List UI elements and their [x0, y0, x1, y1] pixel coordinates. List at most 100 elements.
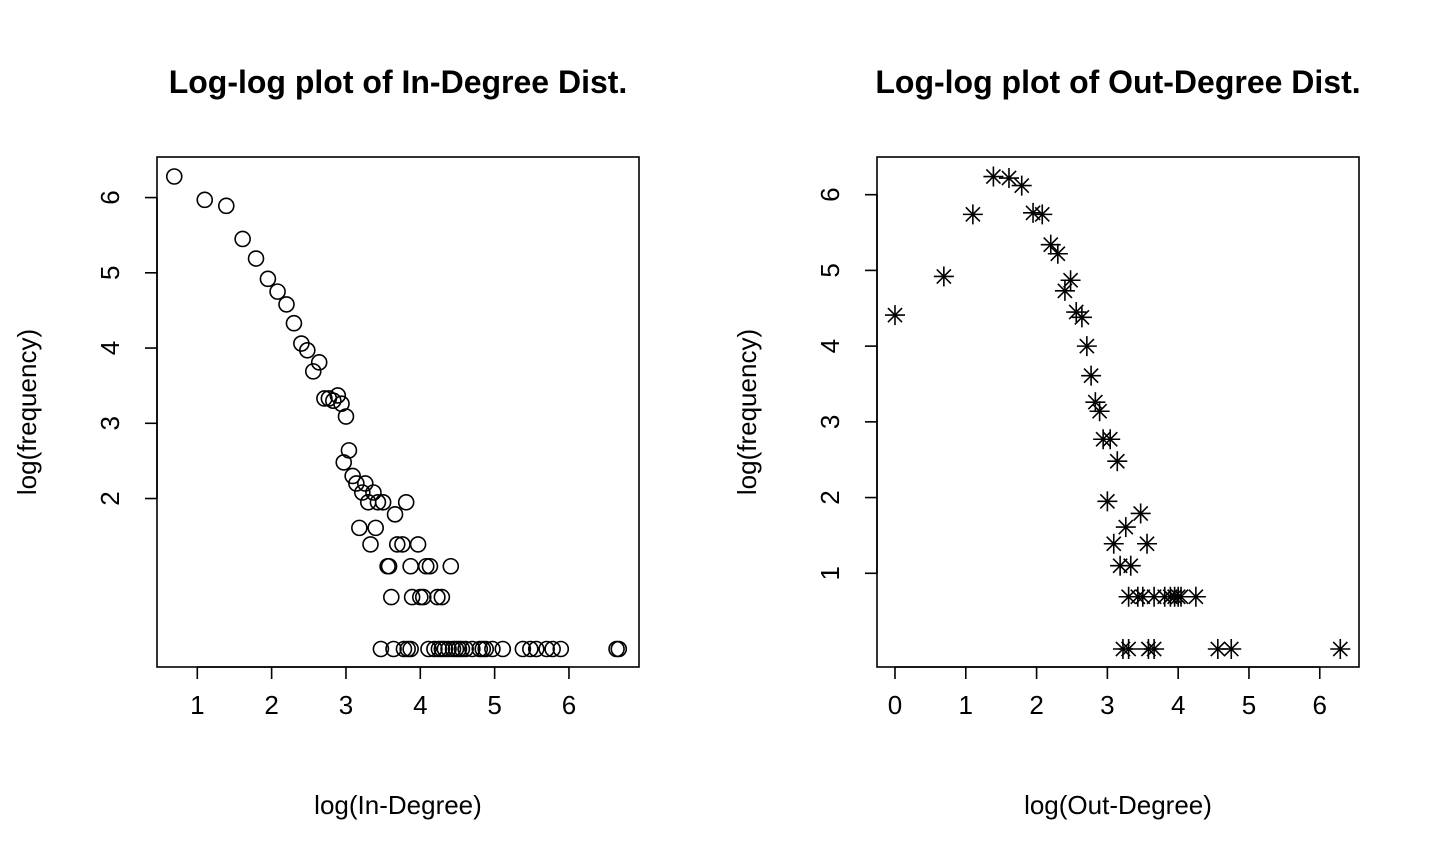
y-axis: 1 2 3 4 5 6: [815, 187, 878, 581]
y-tick-label: 4: [95, 341, 125, 355]
data-point: [1120, 555, 1141, 576]
data-point: [1185, 586, 1206, 607]
data-point: [325, 392, 342, 410]
data-point: [1100, 429, 1121, 450]
data-point: [421, 557, 439, 575]
data-point: [885, 305, 905, 326]
x-tick-label: 4: [1171, 690, 1185, 720]
data-point: [374, 493, 392, 511]
x-tick-label: 0: [888, 690, 902, 720]
data-point: [1097, 491, 1118, 512]
data-point: [278, 296, 295, 313]
data-point: [1047, 243, 1068, 264]
data-point: [1011, 175, 1032, 196]
data-point: [544, 640, 561, 658]
data-point: [386, 506, 404, 523]
data-point: [372, 640, 390, 658]
y-tick-label: 6: [815, 187, 845, 201]
data-point: [356, 475, 374, 492]
data-point: [1060, 270, 1081, 291]
data-point: [362, 536, 379, 553]
data-point: [1089, 401, 1110, 422]
data-point: [247, 250, 265, 267]
data-point: [369, 493, 387, 511]
data-point: [351, 519, 368, 537]
y-axis-label: log(frequency): [732, 329, 762, 495]
data-point: [340, 442, 358, 459]
data-point: [610, 640, 628, 658]
data-point: [380, 557, 398, 575]
data-point: [514, 640, 532, 658]
data-point: [494, 640, 512, 658]
y-tick-label: 6: [95, 190, 125, 204]
data-point: [388, 536, 406, 553]
data-point: [385, 640, 402, 658]
y-tick-label: 3: [95, 416, 125, 430]
data-point: [464, 640, 481, 658]
data-points: [885, 166, 1351, 659]
data-point: [962, 204, 983, 225]
data-point: [383, 588, 400, 606]
data-point: [397, 493, 415, 511]
data-point: [420, 640, 437, 658]
x-tick-label: 2: [1029, 690, 1043, 720]
data-point: [433, 588, 451, 606]
y-tick-label: 2: [815, 490, 845, 504]
y-tick-label: 1: [815, 566, 845, 580]
data-point: [1207, 639, 1228, 659]
data-point: [1081, 365, 1102, 386]
plot-frame: [156, 156, 640, 668]
data-point: [1144, 639, 1165, 659]
data-point: [1071, 307, 1092, 328]
x-axis: 1 2 3 4 5 6: [190, 666, 576, 720]
data-point: [457, 640, 474, 658]
data-point: [998, 168, 1019, 189]
data-point: [285, 314, 303, 332]
data-point: [367, 519, 385, 537]
data-point: [344, 467, 361, 485]
y-tick-label: 5: [815, 263, 845, 277]
data-point: [1110, 555, 1131, 576]
data-point: [402, 640, 419, 658]
data-point: [316, 390, 333, 407]
data-point: [1118, 639, 1139, 659]
out-degree-plot: Log-log plot of Out-Degree Dist. log(Out…: [732, 64, 1361, 820]
data-point: [403, 588, 421, 606]
chart-title: Log-log plot of In-Degree Dist.: [169, 64, 628, 100]
data-point: [442, 557, 460, 575]
data-point: [414, 588, 432, 606]
data-point: [348, 475, 365, 492]
data-point: [337, 408, 355, 425]
data-point: [552, 640, 570, 658]
data-point: [477, 640, 495, 658]
y-axis: 2 3 4 5 6: [95, 190, 158, 506]
data-point: [269, 283, 286, 300]
x-tick-label: 1: [190, 690, 204, 720]
data-point: [1137, 533, 1158, 554]
y-axis-label: log(frequency): [12, 329, 42, 495]
data-point: [522, 640, 539, 658]
x-tick-label: 3: [1100, 690, 1114, 720]
data-point: [217, 197, 235, 215]
data-point: [453, 640, 471, 658]
data-point: [426, 640, 443, 658]
data-point: [436, 640, 454, 658]
data-point: [417, 557, 435, 575]
data-point: [429, 588, 446, 606]
x-axis-label: log(Out-Degree): [1024, 790, 1212, 820]
data-point: [1130, 503, 1151, 524]
data-point: [402, 557, 419, 575]
data-point: [538, 640, 555, 658]
data-point: [983, 166, 1004, 187]
x-axis: 0 1 2 3 4 5 6: [888, 666, 1327, 720]
data-point: [1221, 639, 1242, 659]
chart-title: Log-log plot of Out-Degree Dist.: [875, 64, 1360, 100]
x-tick-label: 4: [413, 690, 427, 720]
x-tick-label: 1: [959, 690, 973, 720]
data-point: [259, 270, 277, 288]
data-point: [395, 640, 413, 658]
x-axis-label: log(In-Degree): [314, 790, 482, 820]
x-tick-label: 5: [487, 690, 501, 720]
